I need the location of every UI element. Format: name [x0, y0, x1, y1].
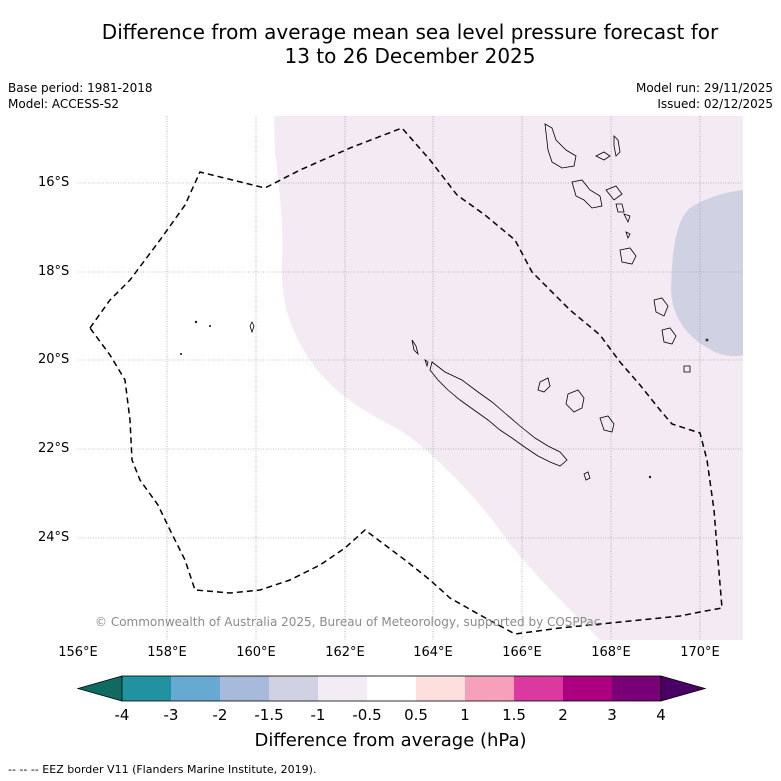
colorbar-tick: 1	[460, 706, 470, 724]
copyright-text: © Commonwealth of Australia 2025, Bureau…	[95, 615, 600, 629]
colorbar-tick: -4	[114, 706, 130, 724]
loyalty-islands	[537, 377, 551, 393]
colorbar-title: Difference from average (hPa)	[254, 730, 527, 751]
lat-label-18s: 18°S	[38, 264, 70, 279]
colorbar-tick: -1	[310, 706, 326, 724]
colorbar	[76, 675, 707, 702]
colorbar-low-extend	[76, 675, 123, 702]
gridlines	[78, 116, 743, 640]
colorbar-tick: -1.5	[254, 706, 284, 724]
lon-label-162e: 162°E	[325, 645, 365, 660]
lat-label-16s: 16°S	[38, 175, 70, 190]
colorbar-high-extend	[660, 675, 707, 702]
model-name: Model: ACCESS-S2	[8, 97, 120, 111]
map-title-line1: Difference from average mean sea level p…	[101, 20, 719, 44]
lon-label-160e: 160°E	[236, 645, 276, 660]
lon-label-170e: 170°E	[680, 645, 720, 660]
lat-label-22s: 22°S	[38, 441, 70, 456]
lon-label-158e: 158°E	[147, 645, 187, 660]
lon-label-164e: 164°E	[413, 645, 453, 660]
new-caledonia-island	[429, 361, 568, 467]
model-run: Model run: 29/11/2025	[635, 81, 773, 95]
issued-date: Issued: 02/12/2025	[657, 97, 773, 111]
colorbar-tick: -0.5	[352, 706, 382, 724]
base-period: Base period: 1981-2018	[8, 81, 153, 95]
colorbar-tick: 4	[656, 706, 666, 724]
lon-label-156e: 156°E	[58, 645, 98, 660]
colorbar-tick: -3	[163, 706, 179, 724]
colorbar-tick: 0.5	[404, 706, 428, 724]
eez-legend-note: -- -- -- EEZ border V11 (Flanders Marine…	[8, 763, 317, 776]
anomaly-region-lavender	[671, 190, 743, 357]
lon-label-166e: 166°E	[502, 645, 542, 660]
map-title-line2: 13 to 26 December 2025	[284, 44, 536, 68]
colorbar-tick: 3	[607, 706, 617, 724]
lon-label-168e: 168°E	[591, 645, 631, 660]
eez-border	[89, 127, 723, 635]
lat-label-20s: 20°S	[38, 352, 70, 367]
anomaly-region-light	[274, 116, 743, 640]
lat-label-24s: 24°S	[38, 530, 70, 545]
islands	[179, 123, 709, 481]
colorbar-tick: 2	[558, 706, 568, 724]
colorbar-tick: -2	[212, 706, 228, 724]
map-area: © Commonwealth of Australia 2025, Bureau…	[78, 116, 743, 640]
vanuatu-islands	[544, 123, 577, 169]
colorbar-tick: 1.5	[502, 706, 526, 724]
